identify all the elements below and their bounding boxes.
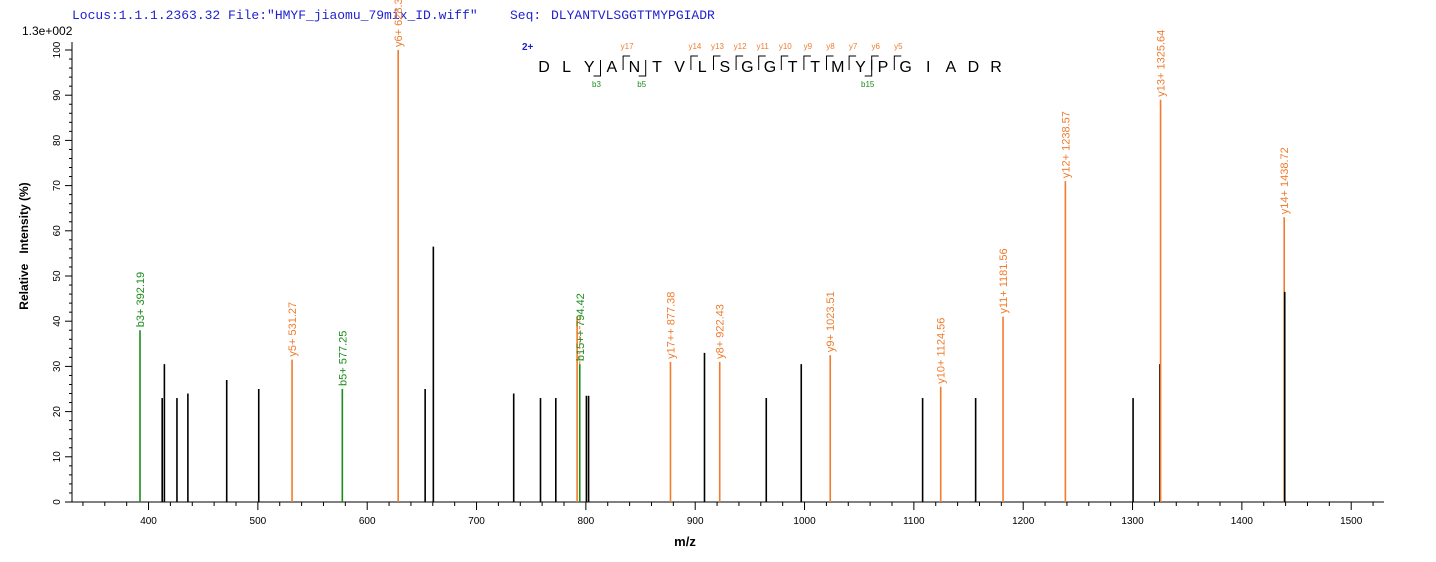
residue-d: D xyxy=(968,59,980,76)
peak-label: y12+ 1238.57 xyxy=(1060,111,1072,178)
residue-y: Y xyxy=(584,59,595,76)
y-ion-mark: y14 xyxy=(688,42,701,51)
y-ion-mark: y5 xyxy=(894,42,903,51)
residue-l: L xyxy=(562,59,571,76)
y-tick-label: 10 xyxy=(52,451,63,463)
y-tick-label: 60 xyxy=(52,225,63,237)
x-tick-label: 1500 xyxy=(1340,516,1363,527)
x-tick-label: 1100 xyxy=(903,516,925,527)
peak-label: b3+ 392.19 xyxy=(135,272,147,327)
y-tick-label: 70 xyxy=(52,180,63,192)
residue-a: A xyxy=(945,59,956,76)
y-tick-label: 80 xyxy=(52,134,63,146)
y-ion-mark: y6 xyxy=(871,42,880,51)
peaks: b3+ 392.19 y5+ 531.27 b5+ 577.25 y6+ 628.34… xyxy=(135,0,1291,502)
y-ion-mark: y12 xyxy=(734,42,747,51)
y-ion-bracket xyxy=(848,55,857,70)
peak-label: y6+ 628.34 xyxy=(393,0,405,47)
residue-y: Y xyxy=(855,59,866,76)
y-ion-mark: y10 xyxy=(779,42,792,51)
charge-state-label: 2+ xyxy=(522,42,534,53)
peak-label: y5+ 531.27 xyxy=(287,302,299,357)
x-tick-label: 900 xyxy=(687,516,704,527)
residue-g: G xyxy=(764,59,776,76)
y-ion-mark: y7 xyxy=(849,42,858,51)
y-tick-label: 30 xyxy=(52,360,63,372)
b-ion-mark: b5 xyxy=(637,80,646,89)
y-tick-label: 50 xyxy=(52,270,63,282)
x-tick-label: 1000 xyxy=(793,516,816,527)
residue-v: V xyxy=(674,59,685,76)
sequence-value: DLYANTVLSGGTTMYPGIADR xyxy=(551,8,715,23)
residue-s: S xyxy=(719,59,730,76)
y-ion-bracket xyxy=(690,55,698,70)
x-tick-label: 400 xyxy=(140,516,157,527)
peak-label: y14+ 1438.72 xyxy=(1279,147,1291,214)
y-ion-mark: y11 xyxy=(757,42,770,51)
residue-r: R xyxy=(990,59,1002,76)
residue-g: G xyxy=(899,59,911,76)
peak-label: y10+ 1124.56 xyxy=(936,318,948,384)
y-ion-mark: y17 xyxy=(621,42,634,51)
y-ion-bracket xyxy=(803,55,811,70)
residue-g: G xyxy=(741,59,753,76)
x-tick-label: 1300 xyxy=(1121,516,1144,527)
residue-n: N xyxy=(629,59,641,76)
axes: 400 500 600 700 800 900 1000 1100 1200 1300 1400 15… xyxy=(52,41,1384,527)
y-ion-mark: y13 xyxy=(711,42,724,51)
peak-label: y8+ 922.43 xyxy=(715,304,727,359)
x-tick-label: 800 xyxy=(578,516,595,527)
residue-l: L xyxy=(698,59,707,76)
peak-label: b5+ 577.25 xyxy=(337,331,349,386)
y-tick-label: 90 xyxy=(52,89,63,101)
y-tick-label: 20 xyxy=(52,406,63,418)
residue-p: P xyxy=(878,59,889,76)
y-ion-bracket xyxy=(622,55,631,70)
x-tick-label: 1400 xyxy=(1231,516,1254,527)
y-tick-label: 40 xyxy=(52,315,63,327)
residue-t: T xyxy=(810,59,820,76)
residue-i: I xyxy=(926,59,930,76)
x-tick-label: 600 xyxy=(359,516,376,527)
y-ion-bracket xyxy=(826,55,834,70)
y-ion-bracket xyxy=(758,55,766,70)
y-ion-bracket xyxy=(713,55,721,70)
x-axis-label: m/z xyxy=(674,534,696,549)
locus-file-label: Locus:1.1.1.2363.32 File:"HMYF_jiaomu_79… xyxy=(72,8,478,23)
y-axis-label: Relative Intensity (%) xyxy=(17,182,31,309)
residue-t: T xyxy=(788,59,798,76)
residue-t: T xyxy=(652,59,662,76)
residue-m: M xyxy=(831,59,844,76)
residue-a: A xyxy=(606,59,617,76)
peak-label: b15++ 794.42 xyxy=(575,293,587,361)
b-ion-bracket xyxy=(593,60,601,77)
b-ion-mark: b15 xyxy=(861,80,875,89)
x-tick-label: 1200 xyxy=(1012,516,1035,527)
y-ion-mark: y9 xyxy=(804,42,813,51)
y-ion-bracket xyxy=(735,55,744,70)
y-ion-bracket xyxy=(893,55,902,70)
y-tick-label: 100 xyxy=(52,41,63,58)
y-ion-bracket xyxy=(780,55,789,70)
x-tick-label: 700 xyxy=(468,516,485,527)
b-ion-mark: b3 xyxy=(592,80,601,89)
y-ion-mark: y8 xyxy=(826,42,835,51)
sequence-label: Seq: xyxy=(510,8,542,23)
x-tick-label: 500 xyxy=(250,516,267,527)
peak-label: y13+ 1325.64 xyxy=(1156,30,1168,97)
peak-label: y11+ 1181.56 xyxy=(998,248,1010,313)
b-ion-bracket xyxy=(864,60,873,77)
b-ion-bracket xyxy=(638,60,647,77)
peak-label: y17++ 877.38 xyxy=(665,292,677,359)
peak-label: y9+ 1023.51 xyxy=(825,291,837,352)
y-tick-label: 0 xyxy=(52,499,63,505)
intensity-scale-label: 1.3e+002 xyxy=(22,24,73,38)
residue-d: D xyxy=(538,59,550,76)
